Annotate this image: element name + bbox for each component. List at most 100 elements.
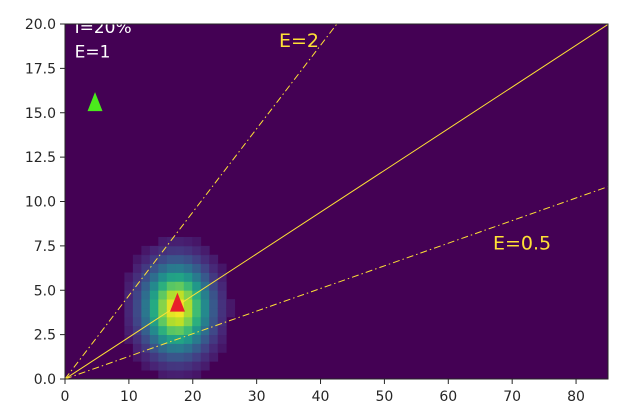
x-tick-label: 10 bbox=[120, 389, 138, 405]
heatmap-cell bbox=[209, 325, 219, 336]
x-tick-label: 0 bbox=[61, 389, 70, 405]
heatmap-cell bbox=[158, 334, 168, 344]
reference-line bbox=[65, 24, 338, 379]
heatmap-cell bbox=[166, 316, 176, 327]
heatmap-cell bbox=[175, 343, 185, 353]
heatmap-cell bbox=[149, 308, 159, 318]
heatmap-cell bbox=[175, 254, 185, 265]
markers bbox=[87, 92, 185, 312]
heatmap-cell bbox=[183, 290, 193, 300]
heatmap-cell bbox=[124, 308, 134, 318]
heatmap-cell bbox=[141, 254, 151, 265]
heatmap-cell bbox=[158, 254, 168, 265]
heatmap-cell bbox=[149, 325, 159, 336]
heatmap-cell bbox=[209, 272, 219, 282]
annotations: I=20% E=1 E=2 E=0.5 bbox=[75, 18, 552, 255]
heatmap-cell bbox=[192, 290, 202, 300]
heatmap-cell bbox=[158, 308, 168, 318]
heatmap-cell bbox=[132, 272, 142, 282]
heatmap-cell bbox=[141, 325, 151, 336]
heatmap-cell bbox=[166, 370, 176, 379]
y-tick-label: 10.0 bbox=[25, 195, 56, 211]
x-tick-label: 70 bbox=[503, 389, 521, 405]
heatmap-cell bbox=[192, 272, 202, 282]
heatmap-cell bbox=[166, 325, 176, 336]
heatmap-cell bbox=[141, 334, 151, 344]
x-tick-label: 40 bbox=[312, 389, 330, 405]
heatmap-cell bbox=[149, 352, 159, 362]
heatmap-cell bbox=[166, 343, 176, 353]
heatmap-cell bbox=[158, 352, 168, 362]
heatmap-cell bbox=[200, 281, 210, 291]
heatmap-cell bbox=[141, 245, 151, 256]
heatmap-cell bbox=[217, 299, 227, 309]
heatmap-cell bbox=[141, 263, 151, 273]
heatmap-cell bbox=[209, 308, 219, 318]
heatmap-cell bbox=[149, 245, 159, 256]
heatmap-cell bbox=[209, 281, 219, 291]
y-tick-label: 7.5 bbox=[34, 239, 56, 255]
heatmap-cell bbox=[132, 343, 142, 353]
heatmap-cell bbox=[209, 316, 219, 327]
heatmap-cell bbox=[175, 245, 185, 256]
heatmap-cell bbox=[200, 272, 210, 282]
x-tick-label: 50 bbox=[375, 389, 393, 405]
heatmap-cell bbox=[192, 237, 202, 247]
heatmap-cell bbox=[158, 370, 168, 379]
heatmap-cell bbox=[192, 370, 202, 379]
heatmap-cell bbox=[209, 334, 219, 344]
heatmap-cell bbox=[158, 343, 168, 353]
heatmap-cell bbox=[192, 254, 202, 265]
heatmap-cell bbox=[166, 299, 176, 309]
heatmap-cell bbox=[200, 263, 210, 273]
heatmap-cell bbox=[200, 299, 210, 309]
heatmap-cell bbox=[158, 281, 168, 291]
heatmap-cell bbox=[183, 316, 193, 327]
x-tick-label: 30 bbox=[248, 389, 266, 405]
heatmap-cell bbox=[192, 299, 202, 309]
heatmap-cell bbox=[158, 290, 168, 300]
heatmap-cell bbox=[141, 352, 151, 362]
heatmap-cell bbox=[158, 263, 168, 273]
heatmap-cell bbox=[149, 272, 159, 282]
heatmap-cell bbox=[132, 281, 142, 291]
annotation-label: E=2 bbox=[279, 30, 319, 52]
heatmap-cell bbox=[192, 343, 202, 353]
heatmap-cell bbox=[200, 325, 210, 336]
heatmap-cell bbox=[192, 361, 202, 371]
heatmap-cell bbox=[132, 290, 142, 300]
heatmap-cell bbox=[209, 352, 219, 362]
heatmap-cell bbox=[209, 343, 219, 353]
heatmap-cell bbox=[183, 334, 193, 344]
heatmap-cell bbox=[166, 290, 176, 300]
heatmap-cell bbox=[132, 263, 142, 273]
heatmap-cell bbox=[192, 352, 202, 362]
heatmap-cell bbox=[166, 272, 176, 282]
heatmap-cell bbox=[217, 281, 227, 291]
heatmap-cell bbox=[192, 316, 202, 327]
heatmap-cell bbox=[149, 290, 159, 300]
reference-lines bbox=[65, 24, 608, 379]
heatmap-cell bbox=[200, 290, 210, 300]
heatmap-cell bbox=[200, 352, 210, 362]
heatmap-cell bbox=[124, 272, 134, 282]
heatmap-cell bbox=[149, 361, 159, 371]
heatmap-cell bbox=[175, 281, 185, 291]
y-tick-label: 12.5 bbox=[25, 150, 56, 166]
heatmap-cell bbox=[158, 237, 168, 247]
heatmap-cell bbox=[217, 334, 227, 344]
annotation-label: I=20% bbox=[75, 18, 132, 38]
heatmap-cell bbox=[158, 325, 168, 336]
annotation-label: E=0.5 bbox=[493, 232, 551, 254]
heatmap-cell bbox=[217, 263, 227, 273]
heatmap-cell bbox=[209, 299, 219, 309]
heatmap-cell bbox=[175, 290, 185, 300]
heatmap-cell bbox=[183, 272, 193, 282]
heatmap-cell bbox=[192, 334, 202, 344]
heatmap-cell bbox=[149, 316, 159, 327]
heatmap-cell bbox=[175, 370, 185, 379]
heatmap-cell bbox=[192, 308, 202, 318]
heatmap-cell bbox=[124, 334, 134, 344]
heatmap-cell bbox=[166, 263, 176, 273]
heatmap-cell bbox=[209, 263, 219, 273]
